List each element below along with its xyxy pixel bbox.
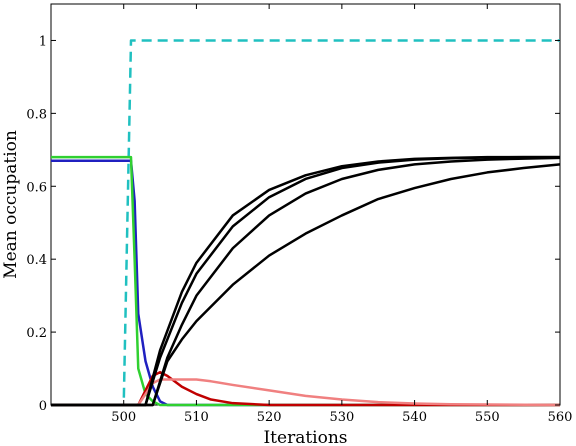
y-tick-label: 0.6 bbox=[26, 180, 47, 195]
y-tick-label: 0 bbox=[39, 399, 47, 414]
x-tick-label: 560 bbox=[548, 410, 573, 425]
x-tick-label: 500 bbox=[111, 410, 136, 425]
y-axis-label: Mean occupation bbox=[1, 130, 21, 279]
series-line-5 bbox=[51, 378, 561, 407]
x-axis-label: Iterations bbox=[263, 428, 347, 446]
series-line-7 bbox=[51, 155, 560, 407]
x-tick-label: 550 bbox=[475, 410, 500, 425]
x-tick-label: 510 bbox=[184, 410, 209, 425]
x-tick-label: 540 bbox=[402, 410, 427, 425]
x-tick-label: 530 bbox=[329, 410, 354, 425]
y-tick-label: 0.4 bbox=[26, 253, 47, 268]
series-line-1 bbox=[51, 39, 560, 407]
y-tick-label: 1 bbox=[39, 34, 47, 49]
series-layer bbox=[51, 39, 561, 407]
y-tick-label: 0.8 bbox=[26, 107, 47, 122]
x-tick-label: 520 bbox=[257, 410, 282, 425]
ticks-layer: 500 510 520 530 540 550 560 0 0.2 0.4 0.6 0.8 1 bbox=[26, 4, 572, 425]
y-tick-label: 0.2 bbox=[26, 326, 47, 341]
series-line-9 bbox=[51, 163, 561, 407]
series-line-4 bbox=[51, 370, 560, 407]
series-line-8 bbox=[51, 156, 561, 407]
